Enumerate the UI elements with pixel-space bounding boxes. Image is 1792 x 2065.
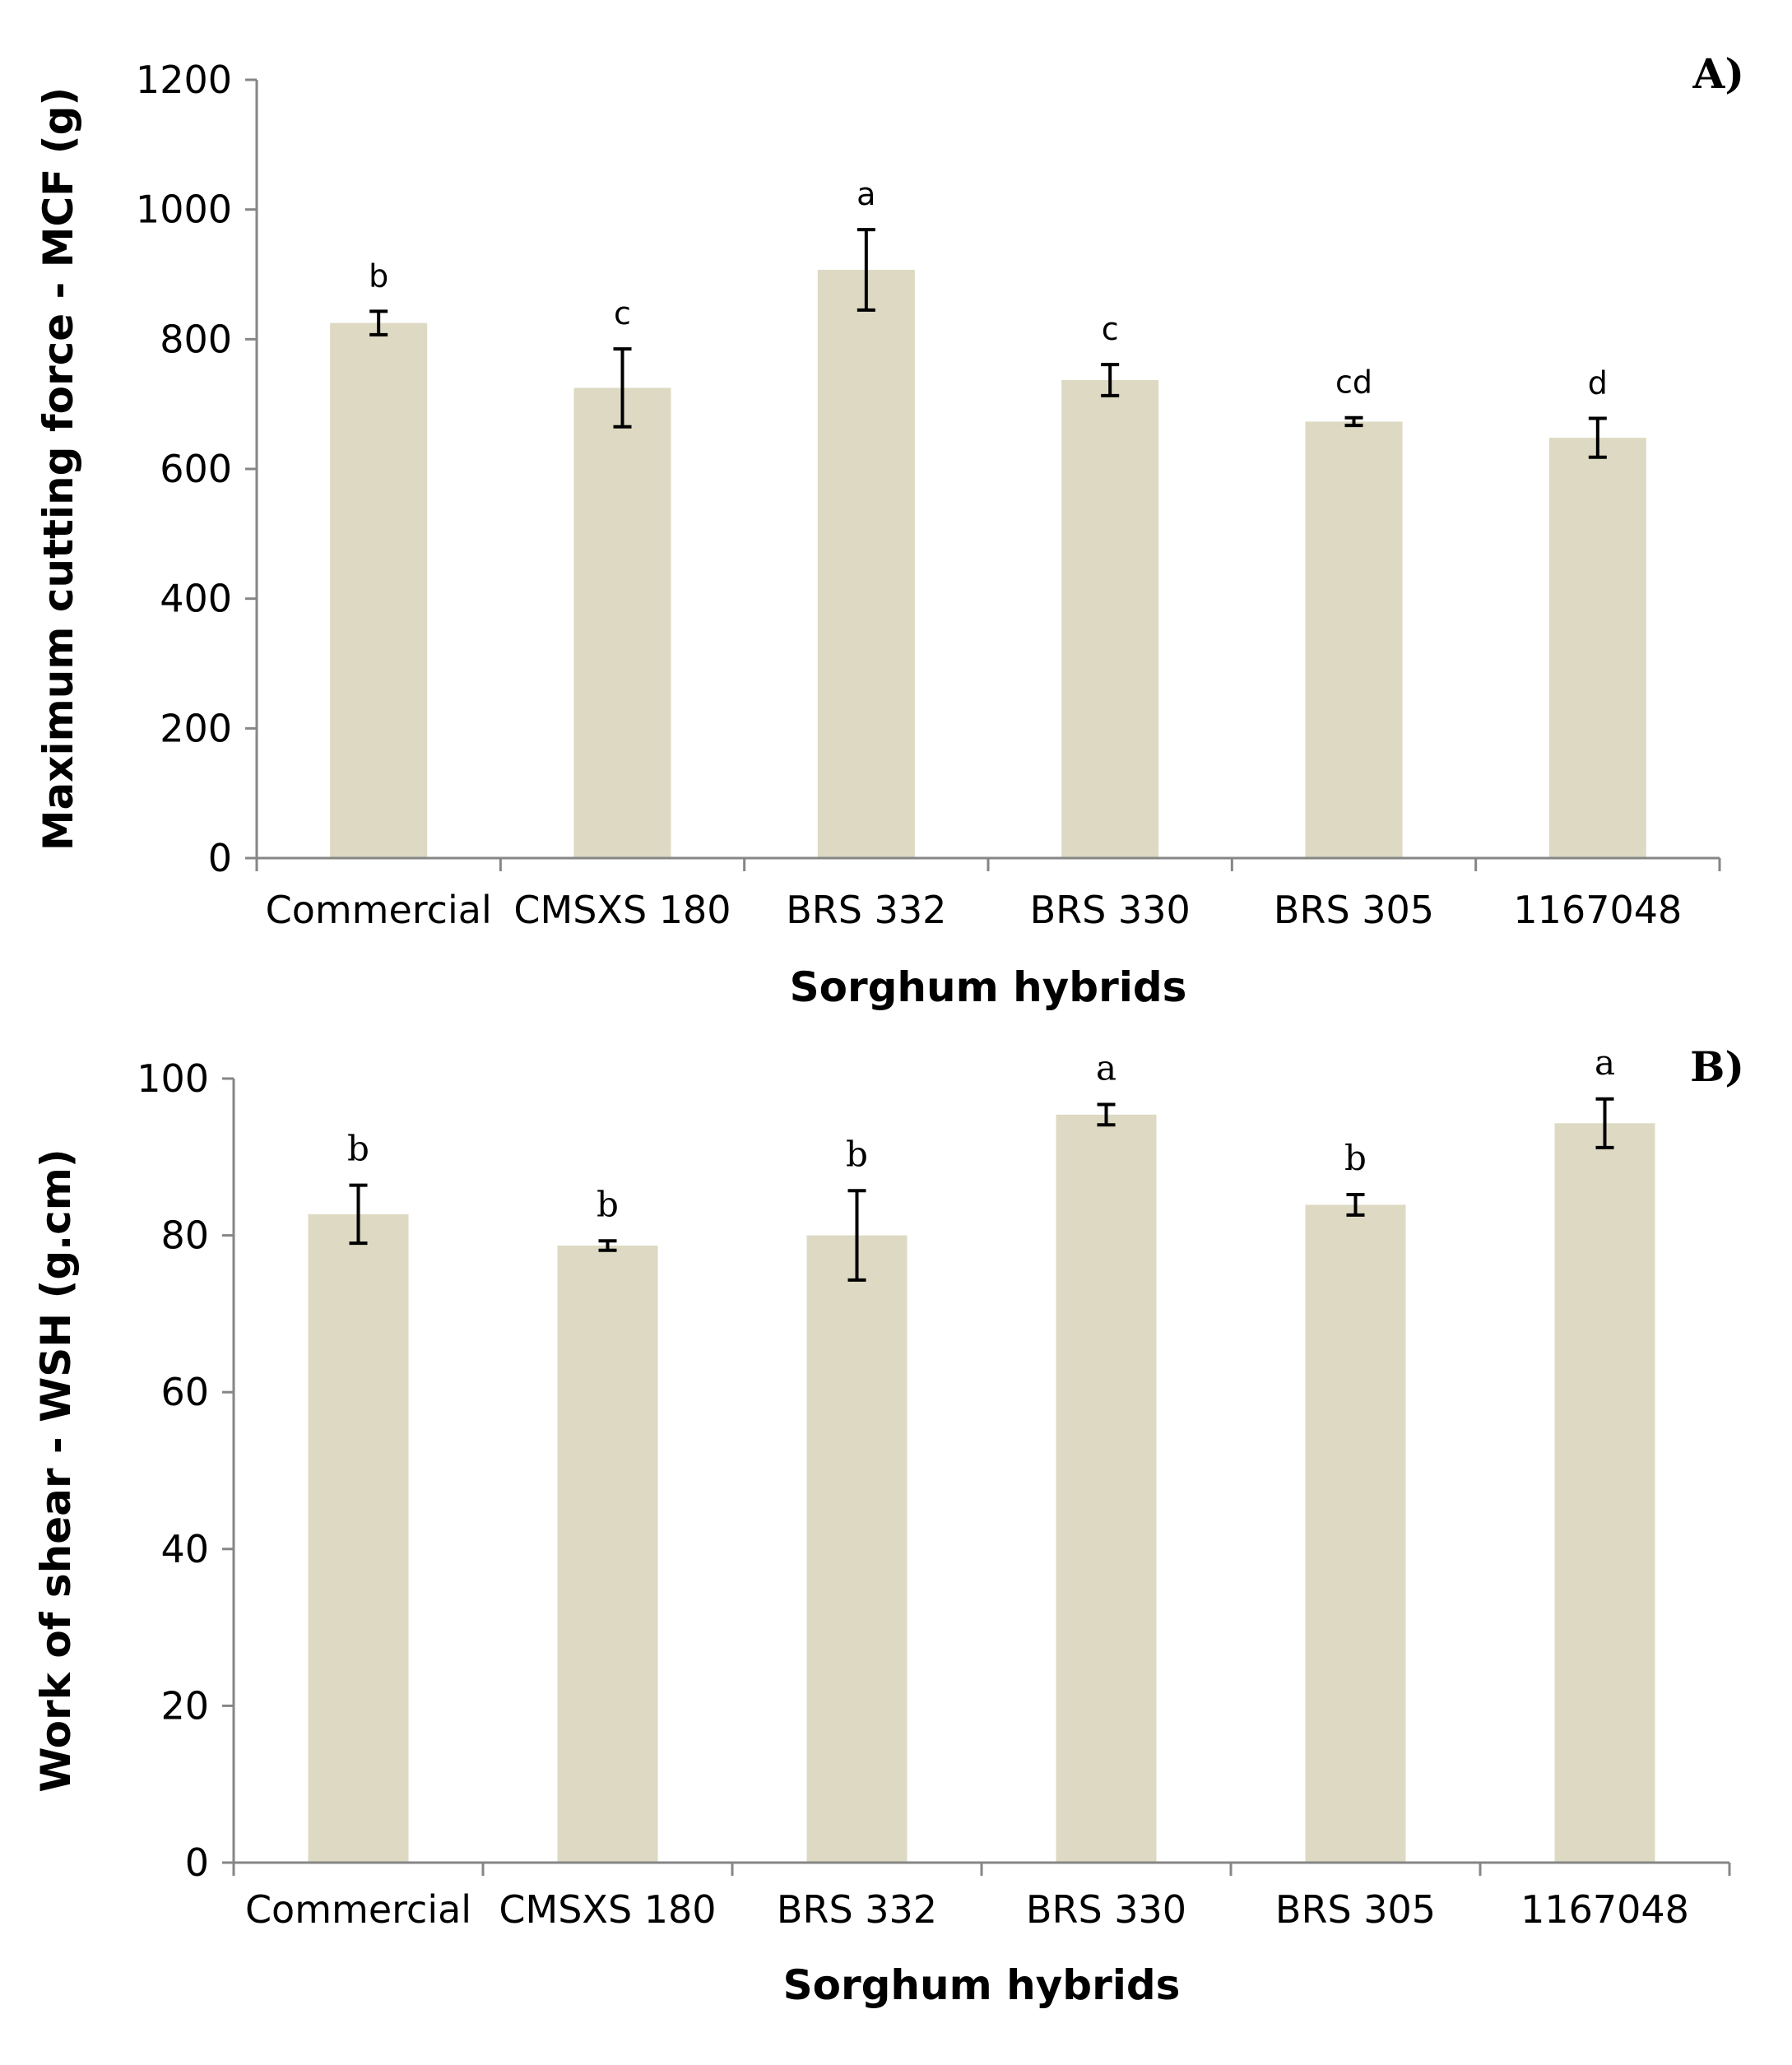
bar [1548, 438, 1646, 858]
y-tick-label: 200 [160, 706, 232, 750]
significance-letter: b [369, 258, 388, 294]
bar [817, 269, 915, 858]
significance-letter: b [597, 1184, 619, 1224]
bar [1305, 1204, 1406, 1863]
y-tick-label: 400 [160, 577, 232, 621]
y-tick-label: 600 [160, 447, 232, 491]
chart-panel-b: b b b a b a 0 20 40 60 80 100 Commercial CMSXS 180 BRS… [32, 1042, 1744, 2009]
x-tick-label: 1167048 [1520, 1887, 1689, 1932]
y-tick-label: 40 [160, 1527, 209, 1571]
bar [308, 1213, 409, 1863]
significance-letter: b [1344, 1138, 1367, 1178]
error-bar [847, 1189, 866, 1282]
error-bar [1588, 416, 1607, 459]
significance-letter: c [614, 295, 631, 332]
x-tick-label: BRS 305 [1274, 888, 1434, 932]
significance-letter: b [347, 1129, 369, 1169]
y-axis-title: Work of shear - WSH (g.cm) [32, 1149, 80, 1792]
chart-panel-a: b c a c cd d 0 200 400 600 800 1000 1200 Commercial CM… [35, 49, 1744, 1011]
panel-label: B) [1690, 1042, 1744, 1091]
y-axis-title: Maximum cutting force - MCF (g) [35, 87, 82, 851]
y-tick-label: 20 [160, 1683, 209, 1728]
error-bar [1097, 1102, 1116, 1127]
error-bar [613, 347, 632, 429]
bar [573, 387, 671, 858]
bar [1056, 1114, 1157, 1863]
y-tick-label: 800 [160, 317, 232, 361]
y-tick-label: 80 [160, 1213, 209, 1258]
panel-label: A) [1692, 49, 1744, 98]
bar [1061, 379, 1159, 859]
error-bar [1595, 1097, 1614, 1149]
x-tick-label: BRS 305 [1275, 1887, 1436, 1932]
x-tick-label: BRS 330 [1026, 1887, 1186, 1932]
significance-letter: a [1096, 1047, 1117, 1088]
y-tick-label: 100 [137, 1056, 209, 1101]
y-tick-label: 1000 [136, 188, 232, 232]
bar [1305, 421, 1403, 858]
x-tick-label: 1167048 [1513, 888, 1682, 932]
bar [1554, 1123, 1655, 1863]
error-bar [369, 309, 388, 336]
x-tick-label: BRS 330 [1030, 888, 1191, 932]
y-tick-label: 60 [160, 1370, 209, 1414]
y-tick-label: 0 [208, 836, 232, 880]
y-tick-label: 1200 [136, 58, 232, 102]
x-tick-label: Commercial [245, 1887, 471, 1932]
significance-letter: b [846, 1134, 868, 1174]
error-bar [1344, 415, 1363, 428]
significance-letter: a [1595, 1042, 1615, 1083]
error-bar [1346, 1193, 1365, 1217]
bar [557, 1245, 658, 1863]
x-axis-title: Sorghum hybrids [783, 1961, 1181, 2009]
significance-letter: a [857, 176, 875, 212]
x-tick-label: Commercial [266, 888, 492, 932]
error-bar [1101, 363, 1120, 397]
significance-letter: c [1102, 311, 1119, 347]
bar [806, 1235, 908, 1863]
error-bar [857, 228, 875, 312]
error-bar [598, 1239, 617, 1252]
y-tick-label: 0 [185, 1840, 209, 1885]
x-tick-label: BRS 332 [777, 1887, 937, 1932]
x-tick-label: CMSXS 180 [499, 1887, 716, 1932]
x-tick-label: BRS 332 [786, 888, 946, 932]
significance-letter: d [1588, 365, 1608, 401]
x-tick-label: CMSXS 180 [513, 888, 731, 932]
x-axis-title: Sorghum hybrids [790, 963, 1187, 1011]
significance-letter: cd [1335, 364, 1372, 401]
error-bar [349, 1183, 368, 1246]
bar [330, 323, 428, 858]
